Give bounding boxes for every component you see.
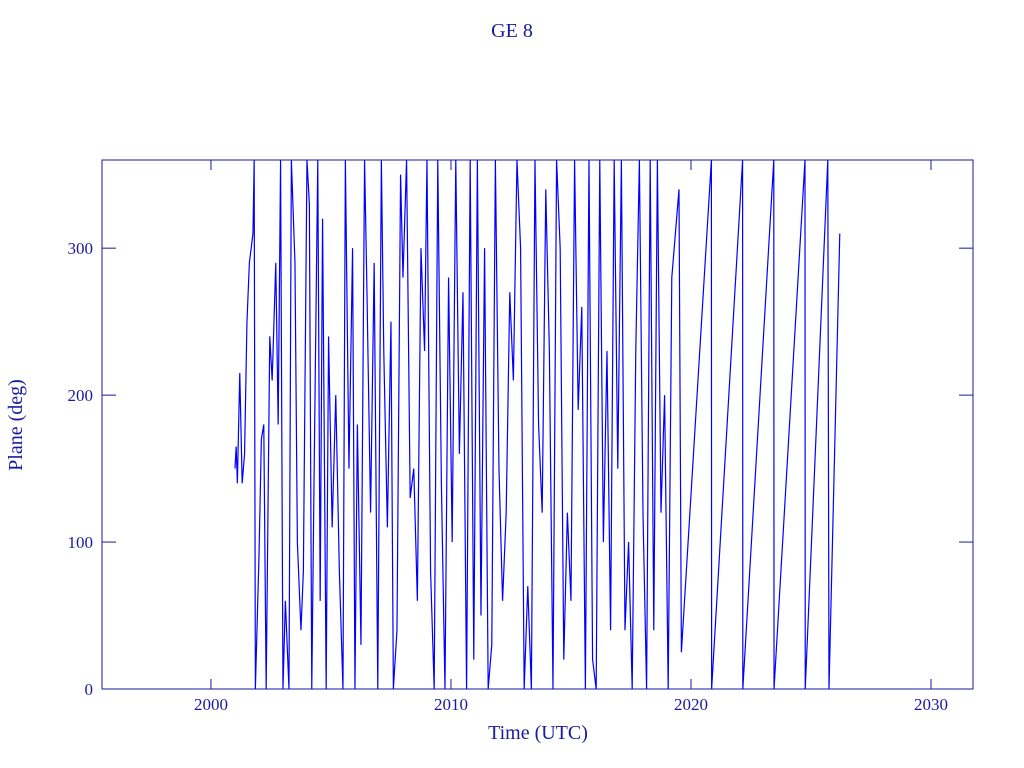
x-tick-label: 2000 <box>194 695 228 714</box>
x-tick-label: 2020 <box>674 695 708 714</box>
y-tick-label: 0 <box>85 680 94 699</box>
x-tick-label: 2030 <box>914 695 948 714</box>
y-tick-label: 100 <box>68 533 94 552</box>
chart-title: GE 8 <box>491 20 533 42</box>
y-tick-label: 200 <box>68 386 94 405</box>
x-axis-label: Time (UTC) <box>488 722 588 744</box>
x-tick-label: 2010 <box>434 695 468 714</box>
y-axis-label: Plane (deg) <box>5 379 27 471</box>
plot-frame <box>101 159 974 690</box>
data-line <box>234 159 841 690</box>
y-tick-label: 300 <box>68 239 94 258</box>
